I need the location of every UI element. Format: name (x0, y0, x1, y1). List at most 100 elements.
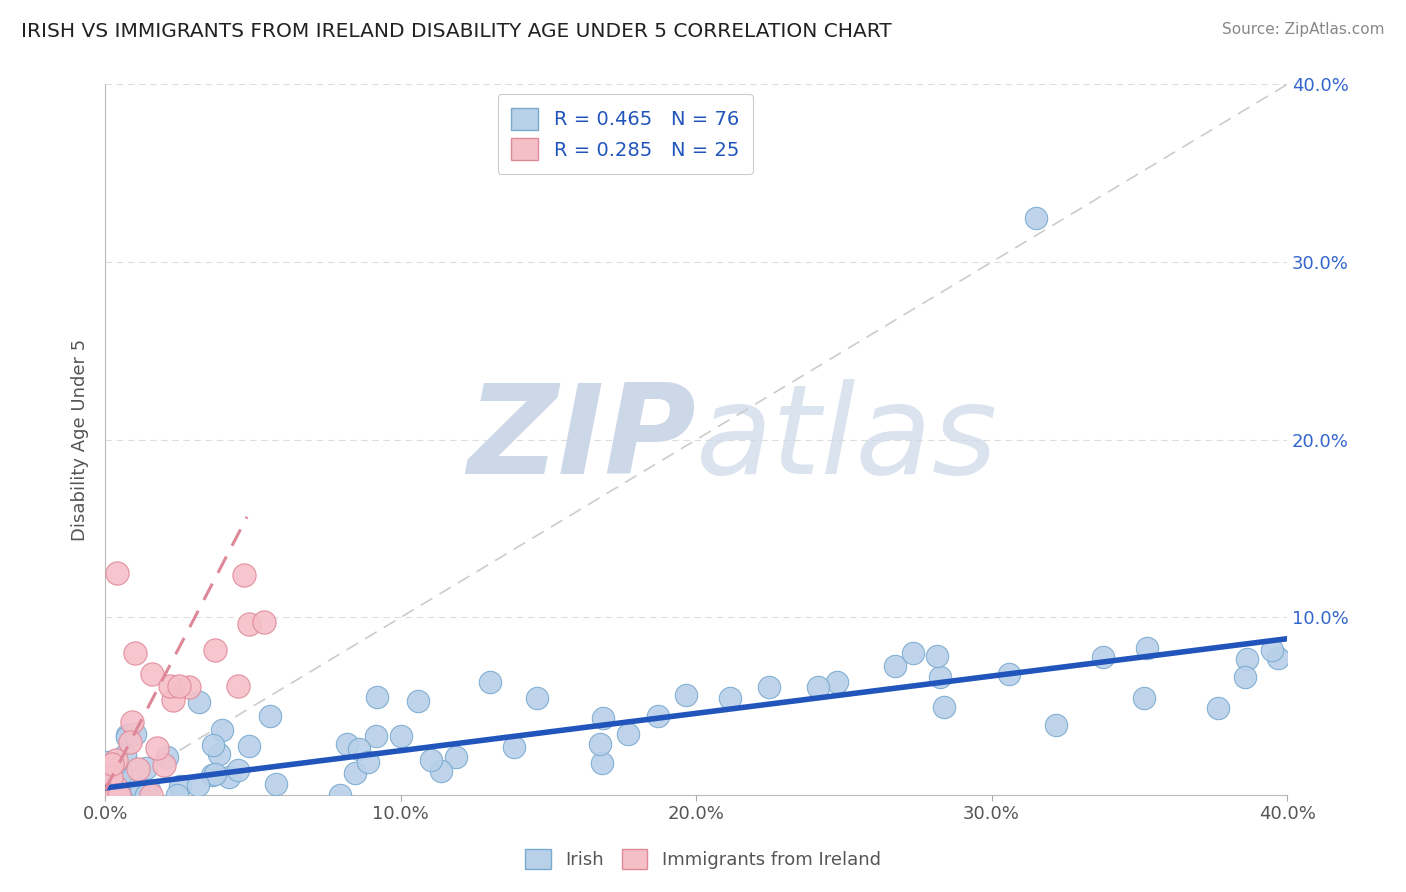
Point (117, 731, 139, 745)
Point (167, 679, 190, 693)
Point (135, 788, 157, 802)
Point (97, 788, 120, 802)
Point (592, 710, 614, 724)
Point (366, 730, 388, 744)
Point (1267, 651, 1289, 665)
Point (1092, 650, 1115, 665)
Point (162, 693, 184, 707)
Point (617, 727, 640, 741)
Point (96, 788, 118, 802)
Point (344, 765, 367, 780)
Point (121, 715, 143, 730)
Point (478, 674, 501, 689)
Point (420, 753, 443, 767)
Point (827, 675, 849, 690)
Point (105, 780, 128, 794)
Point (389, 729, 412, 743)
Point (408, 694, 430, 708)
Point (101, 756, 124, 771)
Point (238, 739, 260, 754)
Point (588, 738, 610, 752)
Point (883, 659, 905, 673)
Text: Source: ZipAtlas.com: Source: ZipAtlas.com (1222, 22, 1385, 37)
Point (204, 643, 226, 657)
Point (526, 690, 548, 705)
Point (97, 788, 120, 802)
Point (430, 764, 453, 779)
Point (208, 747, 231, 762)
Point (1133, 690, 1156, 705)
Point (238, 616, 260, 631)
Point (201, 768, 224, 782)
Point (100, 770, 122, 784)
Point (675, 688, 697, 702)
Point (259, 709, 281, 723)
Point (1208, 701, 1230, 715)
Point (1045, 717, 1067, 731)
Point (998, 667, 1021, 681)
Point (253, 615, 276, 629)
Point (188, 695, 211, 709)
Point (204, 767, 226, 781)
Point (347, 742, 370, 756)
Point (138, 783, 160, 797)
Point (159, 679, 181, 693)
Text: IRISH VS IMMIGRANTS FROM IRELAND DISABILITY AGE UNDER 5 CORRELATION CHART: IRISH VS IMMIGRANTS FROM IRELAND DISABIL… (21, 22, 891, 41)
Point (127, 762, 149, 776)
Point (107, 783, 129, 797)
Point (336, 737, 359, 751)
Point (153, 757, 176, 772)
Point (647, 708, 669, 723)
Point (211, 723, 233, 737)
Point (146, 740, 169, 755)
Point (114, 788, 136, 802)
Point (925, 649, 948, 664)
Point (187, 778, 209, 792)
Point (218, 770, 240, 784)
Legend: R = 0.465   N = 76, R = 0.285   N = 25: R = 0.465 N = 76, R = 0.285 N = 25 (498, 95, 754, 174)
Point (179, 680, 201, 694)
Point (107, 788, 129, 802)
Point (111, 766, 134, 780)
Point (1136, 640, 1159, 655)
Point (128, 788, 150, 802)
Point (264, 776, 287, 790)
Point (444, 750, 467, 764)
Point (97, 756, 120, 770)
Point (117, 729, 139, 743)
Point (135, 761, 157, 775)
Point (97, 788, 120, 802)
Point (901, 646, 924, 660)
Point (357, 756, 380, 770)
Point (201, 738, 224, 752)
Point (232, 567, 254, 582)
Point (127, 788, 149, 802)
Point (104, 753, 127, 767)
Point (591, 756, 613, 770)
Point (124, 646, 146, 660)
Point (166, 788, 188, 802)
Point (932, 700, 955, 714)
Legend: Irish, Immigrants from Ireland: Irish, Immigrants from Ireland (516, 839, 890, 879)
Point (124, 727, 146, 741)
Point (141, 667, 163, 681)
Point (929, 669, 952, 683)
Point (118, 788, 141, 802)
Point (105, 774, 128, 789)
Point (114, 747, 136, 762)
Point (1233, 670, 1256, 684)
Point (129, 781, 152, 796)
Point (105, 566, 128, 580)
Y-axis label: Disability Age Under 5: Disability Age Under 5 (72, 339, 89, 541)
Point (139, 788, 162, 802)
Point (228, 680, 250, 694)
Text: atlas: atlas (696, 379, 998, 500)
Text: ZIP: ZIP (467, 379, 696, 500)
Point (118, 735, 141, 749)
Point (807, 680, 830, 694)
Point (758, 680, 780, 694)
Point (366, 690, 388, 704)
Point (1261, 643, 1284, 657)
Point (105, 788, 128, 802)
Point (1025, 211, 1047, 225)
